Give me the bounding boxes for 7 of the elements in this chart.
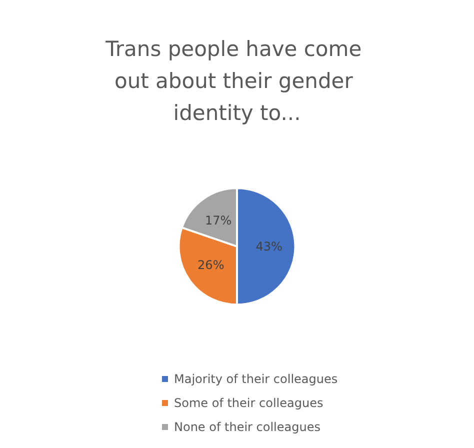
data-label: 26% <box>198 258 224 272</box>
data-label: 17% <box>204 213 232 228</box>
legend-label: Majority of their colleagues <box>174 372 338 386</box>
data-label: 43% <box>256 239 282 254</box>
legend-label: None of their colleagues <box>174 420 320 434</box>
legend-label: Some of their colleagues <box>174 396 324 410</box>
chart-title: Trans people have come out about their gender identity to... <box>104 37 368 125</box>
